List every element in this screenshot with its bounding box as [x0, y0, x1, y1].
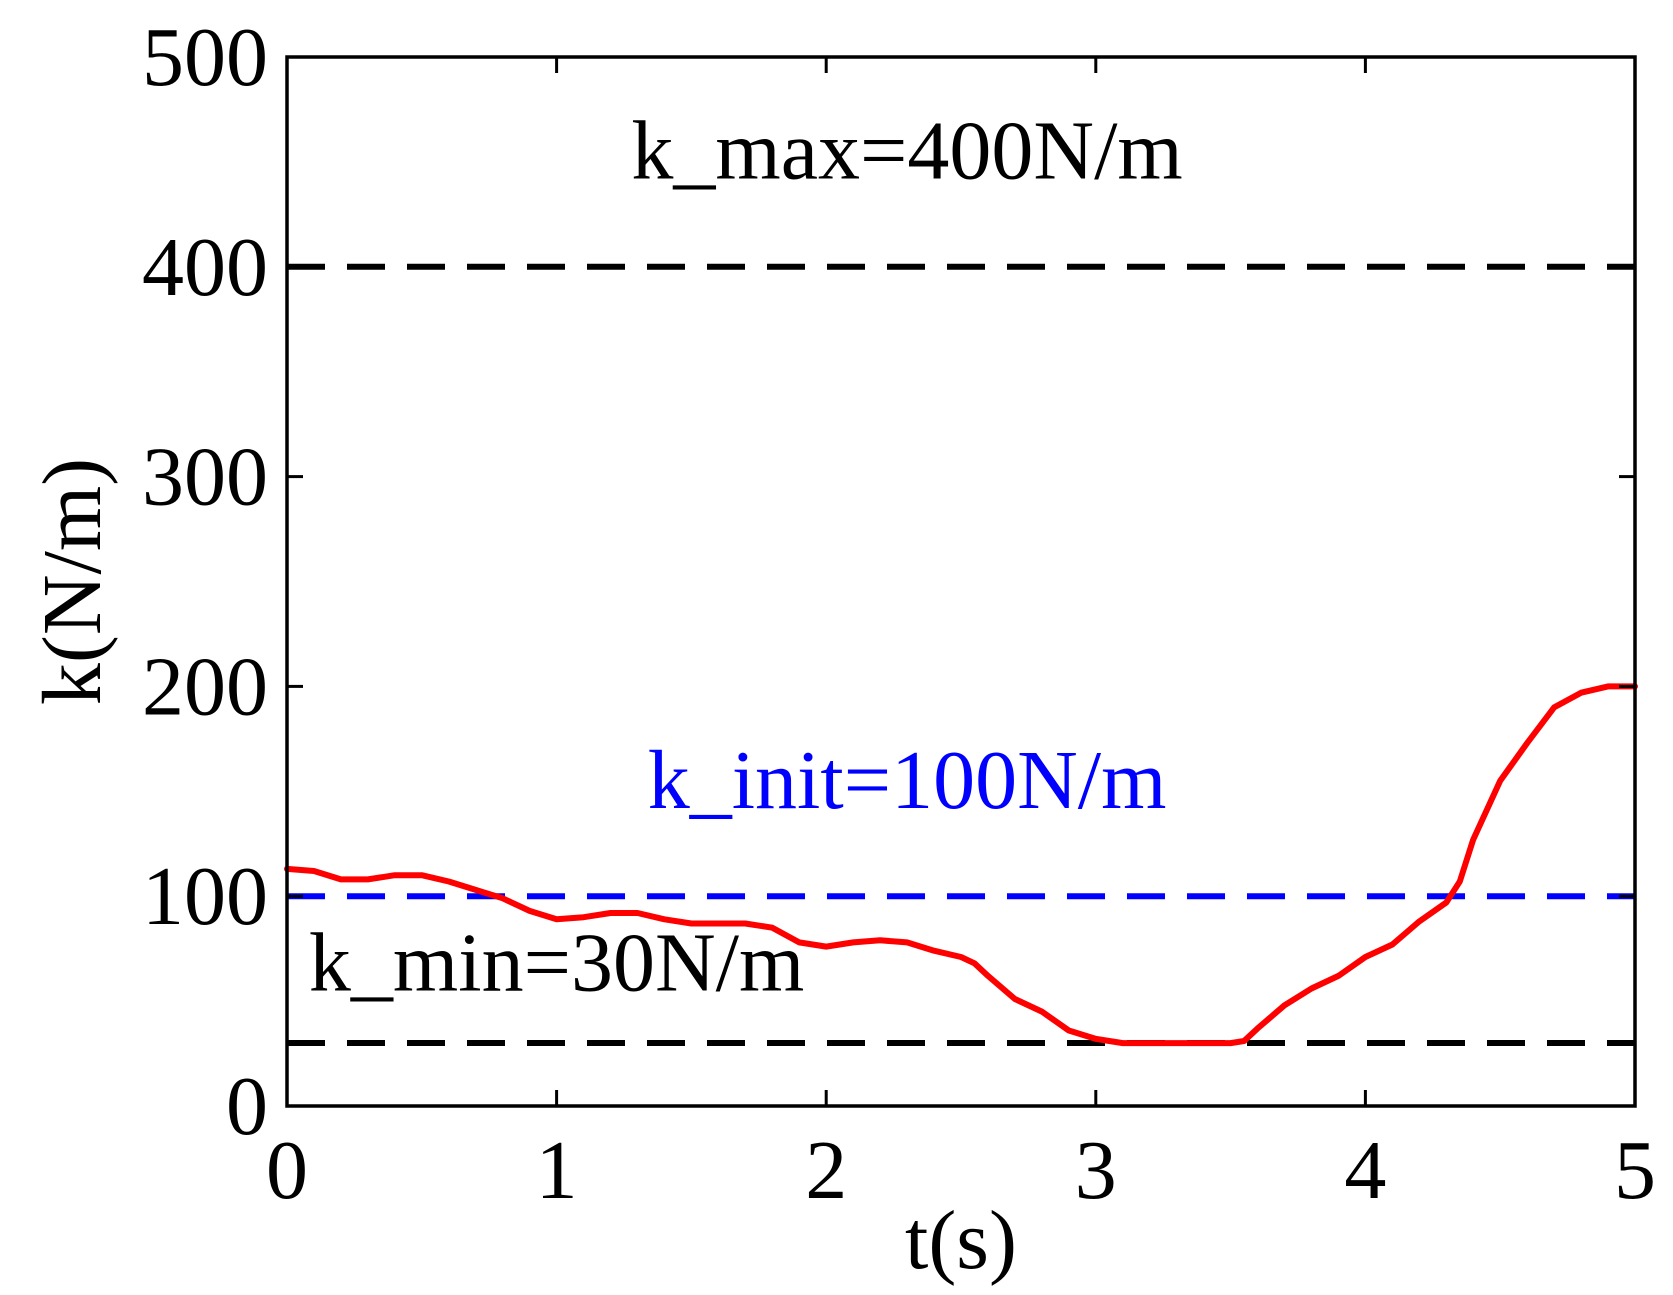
y-tick-label: 0 [226, 1060, 268, 1153]
tick-labels: 0 1 2 3 4 5 0 100 200 300 400 500 [142, 11, 1656, 1217]
y-tick-label: 300 [142, 431, 268, 524]
x-tick-label: 1 [536, 1124, 578, 1217]
x-axis-label: t(s) [905, 1194, 1017, 1287]
x-tick-label: 2 [805, 1124, 847, 1217]
annotations: k_max=400N/m k_init=100N/m k_min=30N/m [309, 105, 1183, 1010]
plot-frame [285, 55, 1637, 1108]
series-line-k [284, 683, 1638, 1047]
annotation-k-max: k_max=400N/m [631, 105, 1182, 198]
x-tick-label: 5 [1614, 1124, 1656, 1217]
annotation-k-init: k_init=100N/m [648, 734, 1167, 827]
y-tick-label: 100 [142, 850, 268, 943]
y-tick-label: 400 [142, 221, 268, 314]
y-tick-label: 200 [142, 640, 268, 733]
x-tick-label: 4 [1344, 1124, 1386, 1217]
reference-lines [287, 263, 1635, 1047]
x-tick-label: 3 [1075, 1124, 1117, 1217]
y-tick-label: 500 [142, 11, 268, 104]
annotation-k-min: k_min=30N/m [309, 917, 804, 1010]
y-axis-label: k(N/m) [26, 458, 119, 705]
axis-ticks [285, 55, 1637, 1108]
data-series [284, 683, 1638, 1047]
x-tick-label: 0 [266, 1124, 308, 1217]
